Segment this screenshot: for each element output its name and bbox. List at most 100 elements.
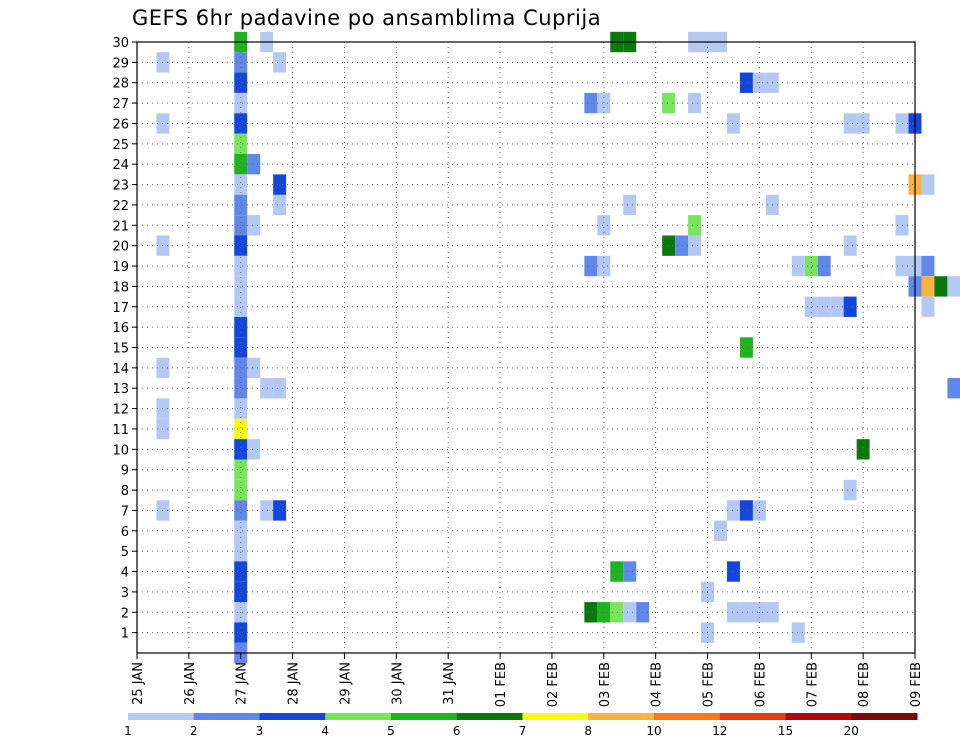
y-tick-label: 1 [121,627,129,642]
y-tick-label: 8 [121,484,129,499]
heatmap-cell [726,602,740,623]
x-tick-label: 09 FEB [909,662,924,707]
legend-swatch [785,713,852,720]
heatmap-cell [739,500,753,521]
legend-label: 6 [453,724,461,738]
legend-label: 15 [778,724,793,738]
heatmap-cell [688,92,702,114]
y-tick-label: 25 [112,138,129,153]
grid-lines [137,41,915,653]
heatmap-cell [739,337,753,358]
heatmap-cell [597,215,611,236]
y-tick-label: 24 [112,158,129,173]
heatmap-cell [234,581,248,603]
heatmap-cell [947,276,960,297]
heatmap-cell [234,540,248,562]
y-tick-label: 11 [112,423,129,438]
x-tick-label: 05 FEB [702,662,717,707]
heatmap-cell [726,113,740,134]
heatmap-cell [234,92,248,114]
legend-swatch [128,713,195,720]
y-tick-label: 28 [112,77,129,92]
legend-label: 2 [190,724,198,738]
legend-swatch [522,713,589,720]
heatmap-cell [947,378,960,399]
legend-label: 12 [712,724,727,738]
heatmap-cell [623,194,637,216]
legend-label: 8 [584,724,592,738]
y-tick-label: 15 [112,342,129,357]
heatmap-cell [817,255,831,277]
legend-label: 1 [124,724,132,738]
y-tick-label: 20 [112,240,129,255]
heatmap-cell [584,255,598,277]
x-tick-label: 03 FEB [598,662,613,707]
heatmap-cell [234,459,248,480]
heatmap-cell [273,52,287,73]
legend-label: 10 [646,724,661,738]
legend: 1 2 3 4 5 6 7 8 10 12 15 20 [124,713,918,738]
heatmap-cell [804,255,818,277]
y-tick-label: 19 [112,260,129,275]
heatmap-cell [610,602,624,623]
x-tick-label: 31 JAN [442,662,457,705]
legend-swatch [259,713,326,720]
heatmap-cell [234,215,248,236]
legend-swatch [391,713,458,720]
heatmap-cell [247,357,261,379]
heatmap-cell [234,133,248,155]
y-tick-label: 12 [112,403,129,418]
heatmap-cell [234,296,248,317]
legend-label: 4 [321,724,329,738]
x-tick-label: 02 FEB [546,662,561,707]
y-tick-label: 22 [112,199,129,214]
heatmap-cell [597,255,611,277]
y-tick-label: 13 [112,382,129,397]
heatmap-cell [247,154,261,175]
heatmap-cell [714,520,727,541]
heatmap-cell [234,255,248,277]
heatmap-cell [234,276,248,297]
x-tick-label: 29 JAN [338,662,353,705]
legend-label: 7 [519,724,527,738]
y-tick-label: 27 [112,97,129,112]
legend-label: 3 [256,724,264,738]
heatmap-cell [791,622,805,643]
heatmap-cell [804,296,818,317]
heatmap-cell [921,174,935,195]
heatmap-cell [234,439,248,460]
y-tick-label: 30 [112,36,129,51]
heatmap-cell [247,215,261,236]
y-tick-label: 17 [112,301,129,316]
y-tick-label: 14 [112,362,129,377]
heatmap-cell [817,296,831,317]
y-tick-label: 10 [112,443,129,458]
y-tick-label: 23 [112,179,129,194]
heatmap-cell [273,194,287,216]
heatmap-cell [856,439,870,460]
heatmap-cell [921,296,935,317]
heatmap-cell [726,561,740,582]
heatmap-cell [597,92,611,114]
heatmap-cell [234,378,248,399]
heatmap-cell [247,439,261,460]
x-tick-label: 07 FEB [805,662,820,707]
y-tick-label: 9 [121,464,129,479]
heatmap-cell [752,500,766,521]
plot-frame [136,41,916,654]
heatmap-cell [234,418,248,440]
x-tick-label: 08 FEB [857,662,872,707]
y-tick-label: 21 [112,219,129,234]
x-tick-label: 28 JAN [287,662,302,705]
heatmap-cell [234,174,248,195]
x-tick-label: 04 FEB [650,662,665,707]
heatmap-cell [856,113,870,134]
y-tick-label: 26 [112,117,129,132]
heatmap-cell [584,602,598,623]
heatmap-cell [739,72,753,93]
heatmap-cell [843,479,857,501]
heatmap-cell [675,235,689,256]
legend-label: 5 [387,724,395,738]
heatmap-cell [623,602,637,623]
y-tick-label: 18 [112,280,129,295]
